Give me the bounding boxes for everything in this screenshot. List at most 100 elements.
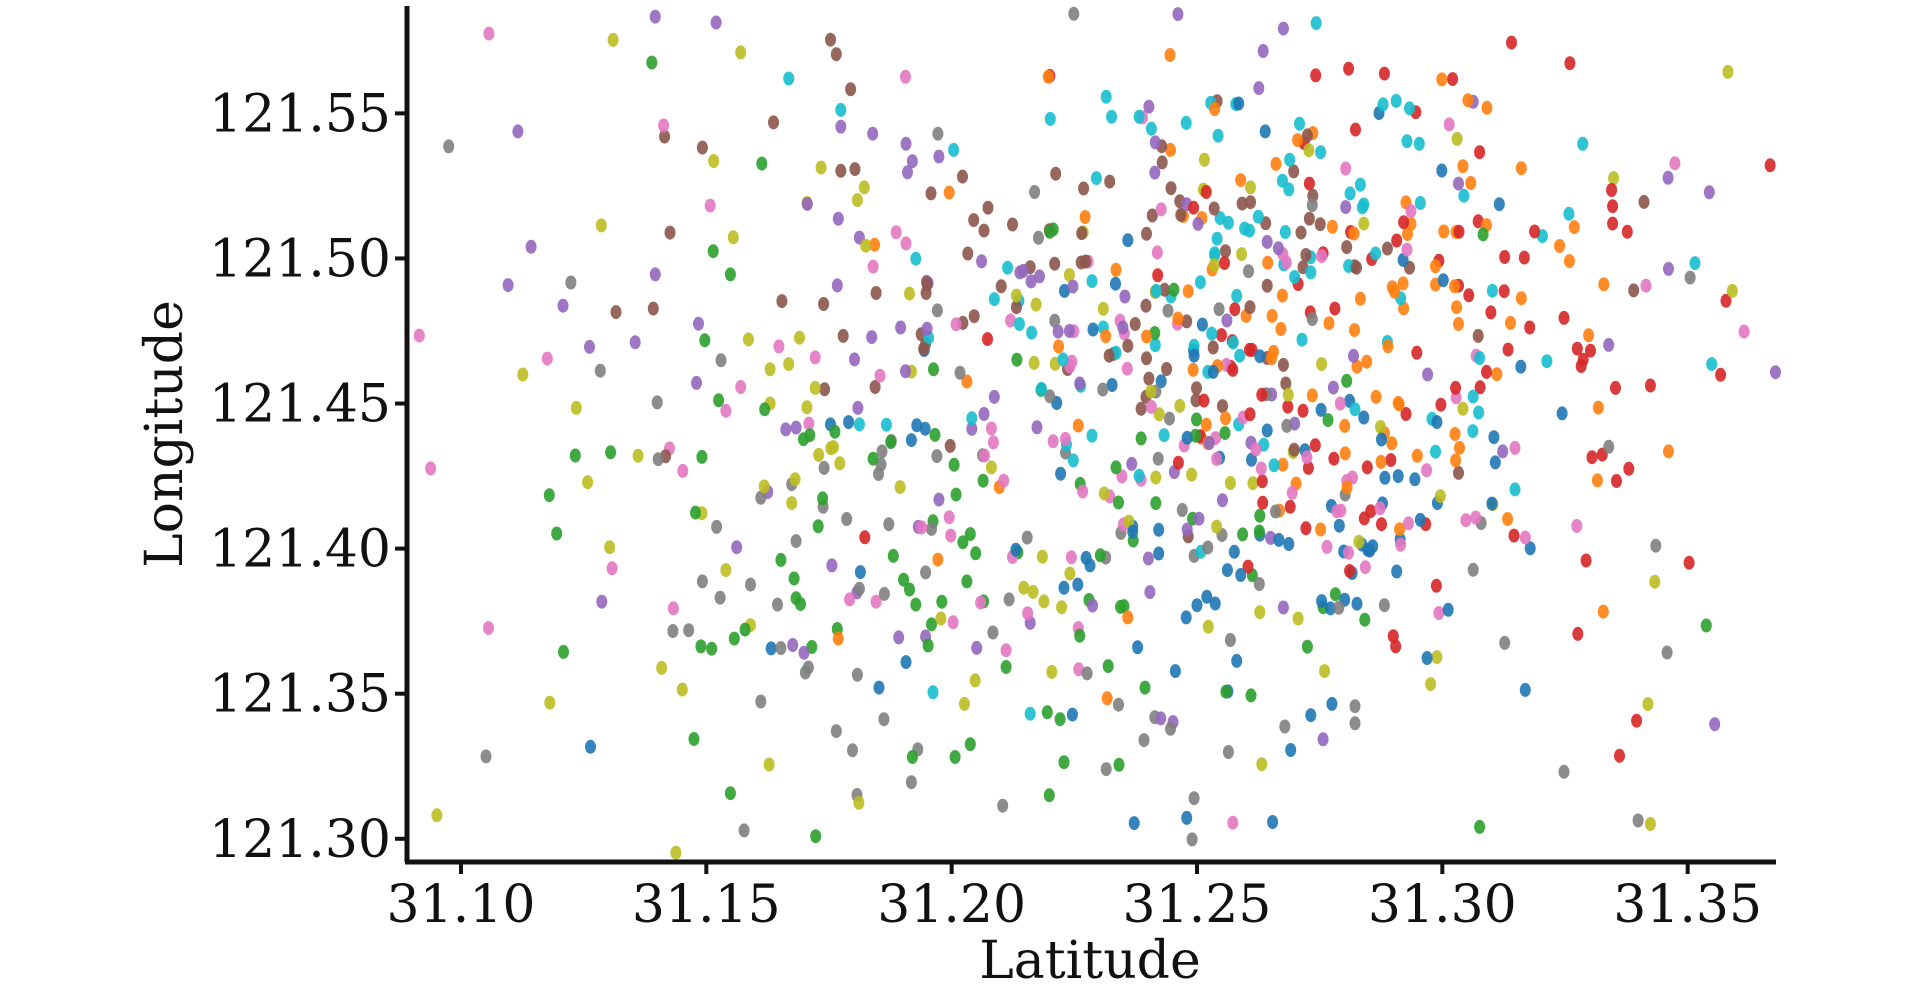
data-point [1431,415,1443,430]
data-point [1301,128,1313,143]
data-point [1122,610,1134,625]
data-point [1149,165,1161,180]
data-point [964,527,976,542]
data-point [982,332,993,347]
data-point [809,350,821,365]
data-point [1277,600,1289,615]
data-point [1568,220,1580,235]
data-point [1191,598,1203,613]
data-point [1389,284,1401,299]
data-point [835,102,847,117]
data-point [1317,732,1329,747]
data-point [1256,387,1268,402]
data-point [975,595,987,610]
data-point [1486,496,1498,511]
data-point [932,552,944,567]
data-point [1353,534,1365,549]
data-point [1706,357,1718,372]
data-point [1165,142,1176,157]
data-point [1343,545,1355,560]
data-point [1064,566,1076,581]
data-point [787,638,799,652]
data-point [844,592,856,607]
data-point [1280,376,1292,391]
data-point [1144,585,1156,600]
data-point [788,571,800,586]
data-point [1188,200,1200,215]
data-point [1453,317,1464,331]
data-point [783,71,795,86]
data-point [1145,121,1157,136]
data-point [691,375,702,390]
data-point [1453,176,1464,191]
data-point [1140,298,1152,313]
data-point [1168,282,1180,297]
data-point [1411,448,1423,463]
data-point [1202,619,1214,634]
data-point [775,552,787,567]
data-point [1474,351,1486,365]
data-point [1227,815,1239,830]
data-point [819,382,831,397]
data-point [849,352,860,367]
data-point [1047,434,1059,449]
data-point [1135,431,1147,446]
data-point [569,448,581,463]
data-point [696,574,708,589]
data-point [1132,640,1144,655]
data-point [1067,279,1079,294]
data-point [610,305,622,320]
data-point [1505,315,1516,330]
data-point [1644,378,1656,393]
data-point [1598,277,1610,292]
data-point [1611,474,1622,488]
data-point [1564,56,1576,71]
data-point [830,724,842,739]
data-point [1376,432,1387,447]
data-point [1359,612,1371,627]
data-point [1175,207,1187,222]
data-point [1558,764,1570,779]
data-point [1422,367,1434,382]
data-point [1306,198,1318,213]
data-point [978,223,990,238]
data-point [1196,317,1208,332]
data-point [1603,439,1615,454]
data-point [693,316,704,331]
data-point [1236,247,1248,262]
y-tick-label: 121.45 [209,375,391,435]
data-point [1391,233,1403,248]
data-point [629,335,641,350]
data-point [1374,501,1386,516]
data-point [1414,512,1426,527]
x-tick-label: 31.35 [1613,875,1762,935]
data-point [582,475,594,490]
data-point [1041,705,1053,720]
data-point [1261,278,1273,293]
data-point [1322,413,1334,428]
data-point [931,449,943,464]
data-point [1434,489,1446,504]
data-point [1583,328,1595,343]
data-point [835,119,847,134]
data-point [1390,93,1402,108]
data-point [1305,708,1317,723]
data-point [1431,650,1443,665]
data-point [731,540,743,555]
data-point [1007,217,1018,232]
data-point [1554,239,1566,253]
data-point [1684,270,1696,285]
data-point [845,82,857,97]
data-point [1222,745,1234,759]
data-point [1314,217,1326,232]
data-point [829,424,841,439]
data-point [1245,195,1256,210]
data-point [1063,324,1075,338]
data-point [1122,338,1134,353]
data-point [1351,359,1363,374]
data-point [926,617,937,632]
data-point [1100,329,1112,344]
data-point [1188,791,1200,806]
data-point [849,162,861,177]
